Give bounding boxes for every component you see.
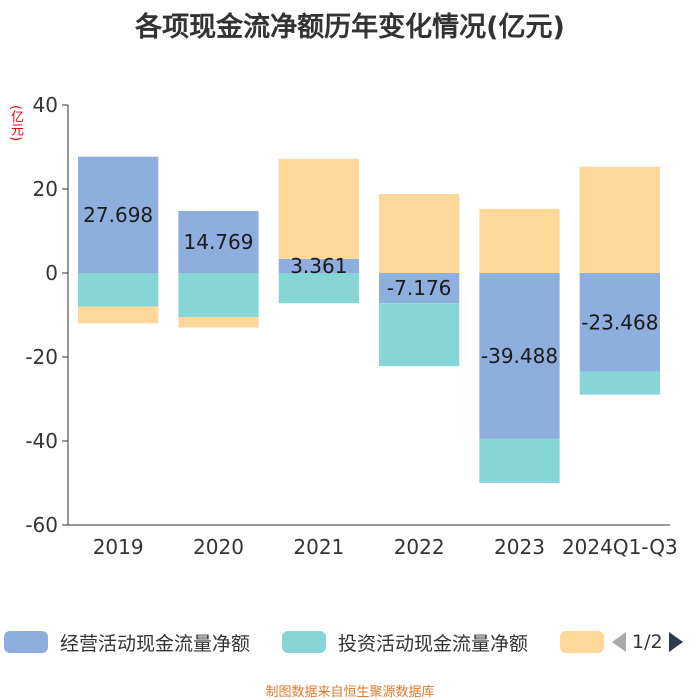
bar-1-2023[interactable] (479, 273, 560, 439)
bar-3-2023[interactable] (479, 208, 560, 273)
chart-title: 各项现金流净额历年变化情况(亿元) (135, 12, 565, 43)
y-axis-unit-label: (亿元) (8, 105, 23, 142)
legend-swatch-operating (4, 631, 48, 653)
legend-swatch-investing (282, 631, 326, 653)
legend-prev-page-icon[interactable] (612, 632, 626, 652)
bar-3-2024Q1-Q3[interactable] (579, 166, 660, 273)
legend-next-page-icon[interactable] (668, 632, 683, 652)
legend-label-investing: 投资活动现金流量净额 (338, 632, 529, 655)
legend-item-investing[interactable]: 投资活动现金流量净额 (282, 626, 528, 658)
bar-2-2022[interactable] (379, 303, 460, 367)
bar-3-2020[interactable] (178, 317, 259, 328)
legend-item-operating[interactable]: 经营活动现金流量净额 (4, 626, 250, 658)
x-tick-label: 2024Q1-Q3 (562, 535, 678, 559)
bar-1-2020[interactable] (178, 210, 259, 273)
y-tick-label: -60 (25, 513, 58, 537)
y-tick-label: 40 (33, 93, 58, 117)
legend-swatch-financing (560, 631, 604, 653)
x-tick-label: 2020 (193, 535, 244, 559)
legend-page-indicator: 1/2 (632, 631, 663, 653)
y-tick-label: 0 (45, 261, 58, 285)
legend-pager: 1/2 (612, 626, 683, 658)
data-label: -39.488 (481, 344, 558, 368)
x-tick-label: 2022 (394, 535, 445, 559)
axes-layer: 40 20 0 -20 -40 -60 2019 2020 2021 2022 2023 2024Q1… (25, 93, 677, 559)
data-label: -23.468 (581, 310, 658, 334)
bar-1-2022[interactable] (379, 273, 460, 304)
chart-svg: 40 20 0 -20 -40 -60 2019 2020 2021 2022 2023 2024Q1… (25, 93, 677, 559)
legend-item-financing[interactable] (560, 626, 604, 658)
source-note: 制图数据来自恒生聚源数据库 (265, 685, 435, 700)
x-tick-label: 2019 (93, 535, 144, 559)
data-labels-layer: 27.698 14.769 3.361 -7.176 -39.488 -23.468 (83, 203, 658, 368)
x-tick-label: 2021 (293, 535, 344, 559)
bar-1-2024Q1-Q3[interactable] (579, 273, 660, 372)
bars-layer (78, 156, 660, 483)
data-label: -7.176 (387, 276, 451, 300)
x-tick-label: 2023 (494, 535, 545, 559)
bar-2-2020[interactable] (178, 273, 259, 318)
bar-2-2021[interactable] (278, 273, 359, 304)
bar-3-2019[interactable] (78, 306, 159, 324)
bar-2-2019[interactable] (78, 273, 159, 307)
y-tick-label: -40 (25, 429, 58, 453)
data-label: 3.361 (290, 254, 347, 278)
y-tick-label: -20 (25, 345, 58, 369)
legend-label-operating: 经营活动现金流量净额 (60, 632, 251, 655)
bar-1-2019[interactable] (78, 156, 159, 273)
bar-3-2022[interactable] (379, 194, 460, 273)
bar-2-2024Q1-Q3[interactable] (579, 371, 660, 395)
bar-3-2021[interactable] (278, 158, 359, 259)
legend: 经营活动现金流量净额 投资活动现金流量净额 1/2 (0, 626, 700, 658)
data-label: 14.769 (184, 230, 254, 254)
bar-1-2021[interactable] (278, 258, 359, 273)
bar-2-2023[interactable] (479, 438, 560, 483)
data-label: 27.698 (83, 203, 153, 227)
y-tick-label: 20 (33, 177, 58, 201)
